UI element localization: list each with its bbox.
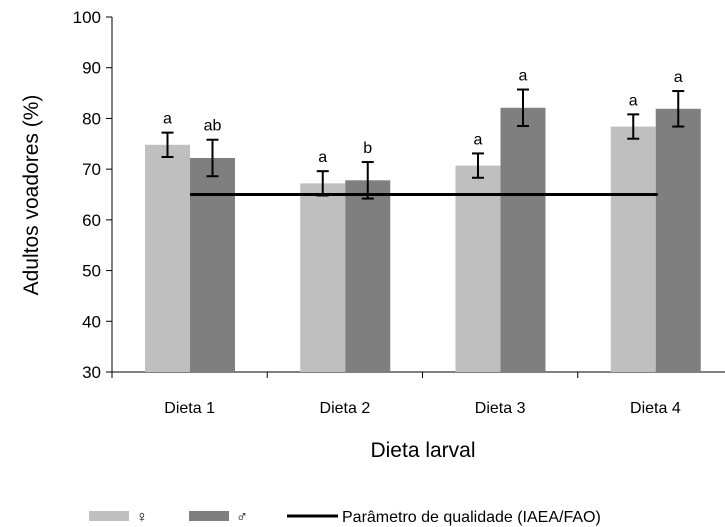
significance-label: a xyxy=(163,111,172,128)
significance-label: ab xyxy=(204,118,222,135)
y-tick-label: 50 xyxy=(82,262,101,281)
y-tick-label: 100 xyxy=(73,8,101,27)
legend-swatch-male xyxy=(189,511,229,521)
legend-swatch-female xyxy=(89,511,129,521)
y-tick-label: 60 xyxy=(82,211,101,230)
significance-label: a xyxy=(474,131,483,148)
bar xyxy=(500,107,546,373)
bar xyxy=(300,183,346,372)
legend-label-male: ♂ xyxy=(236,509,248,526)
y-tick-label: 40 xyxy=(82,312,101,331)
y-tick-label: 90 xyxy=(82,59,101,78)
bar xyxy=(345,180,391,372)
bar xyxy=(610,126,656,373)
significance-label: b xyxy=(363,140,372,157)
x-axis: Dieta 1 Dieta 2 Dieta 3 Dieta 4 xyxy=(111,371,725,417)
significance-label: a xyxy=(674,69,683,86)
significance-label: a xyxy=(519,68,528,85)
x-tick-label: Dieta 2 xyxy=(320,400,371,417)
x-axis-title: Dieta larval xyxy=(370,439,475,462)
legend-label-female: ♀ xyxy=(136,509,148,526)
y-axis: 30 40 50 60 70 80 90 100 xyxy=(73,8,113,382)
bar xyxy=(455,165,501,372)
y-tick-label: 30 xyxy=(82,363,101,382)
significance-label: a xyxy=(318,149,327,166)
bar xyxy=(145,144,190,372)
significance-label: a xyxy=(629,92,638,109)
x-tick-label: Dieta 3 xyxy=(475,400,526,417)
x-tick-label: Dieta 4 xyxy=(630,400,681,417)
bars xyxy=(145,107,701,373)
y-tick-label: 80 xyxy=(82,109,101,128)
x-tick-label: Dieta 1 xyxy=(164,400,215,417)
significance-labels: a a a a ab b a a xyxy=(163,68,683,167)
legend-label-reference-line: Parâmetro de qualidade (IAEA/FAO) xyxy=(342,509,601,526)
y-axis-title: Adultos voadores (%) xyxy=(20,95,43,296)
error-bars xyxy=(161,88,685,200)
y-tick-label: 70 xyxy=(82,160,101,179)
legend: ♀ ♂ Parâmetro de qualidade (IAEA/FAO) xyxy=(89,509,601,526)
bar xyxy=(190,157,235,372)
bar xyxy=(655,108,701,373)
